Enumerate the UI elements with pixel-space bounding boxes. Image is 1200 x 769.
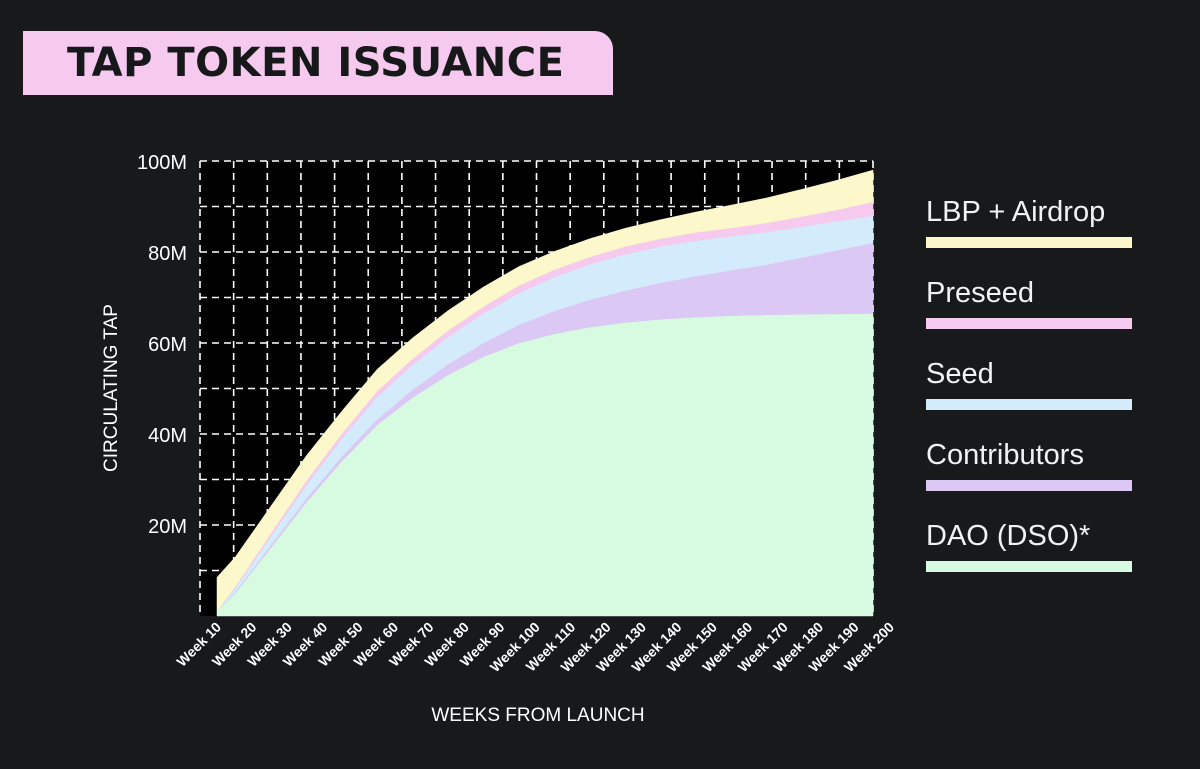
legend-item-preseed: Preseed: [926, 276, 1132, 329]
legend-label: Contributors: [926, 439, 1084, 471]
grid: [199, 160, 874, 616]
y-tick-label: 60M: [148, 334, 187, 356]
legend-swatch: [926, 480, 1132, 491]
legend-swatch: [926, 318, 1132, 329]
legend-item-lbp-airdrop: LBP + Airdrop: [926, 195, 1132, 248]
legend-swatch: [926, 399, 1132, 410]
legend-label: DAO (DSO)*: [926, 520, 1091, 552]
y-tick-label: 100M: [137, 152, 187, 174]
y-tick-label: 40M: [148, 425, 187, 447]
legend-swatch: [926, 237, 1132, 248]
chart-title: TAP TOKEN ISSUANCE: [67, 40, 565, 86]
y-tick-label: 80M: [148, 243, 187, 265]
legend-label: Seed: [926, 358, 994, 390]
y-axis-label: CIRCULATING TAP: [101, 304, 122, 472]
x-axis-label: WEEKS FROM LAUNCH: [431, 705, 644, 726]
legend-label: LBP + Airdrop: [926, 196, 1106, 228]
legend-item-seed: Seed: [926, 357, 1132, 410]
title-banner: TAP TOKEN ISSUANCE: [23, 31, 613, 95]
y-tick-label: 20M: [148, 516, 187, 538]
legend-label: Preseed: [926, 277, 1035, 309]
legend-item-dao: DAO (DSO)*: [926, 519, 1132, 572]
legend-swatch: [926, 561, 1132, 572]
legend-item-contributors: Contributors: [926, 438, 1132, 491]
